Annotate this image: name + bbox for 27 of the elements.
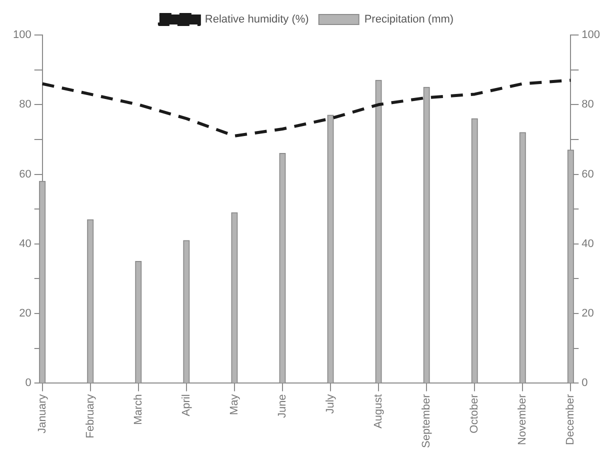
x-tick-label: January [36, 394, 48, 434]
x-tick-label: September [420, 394, 433, 448]
x-tick-label: November [516, 394, 529, 445]
legend-label: Precipitation (mm) [364, 14, 454, 26]
y-tick-label: 100 [12, 29, 32, 42]
y-tick-label: 40 [19, 238, 32, 250]
y2-tick-label: 100 [582, 29, 600, 42]
x-tick-label: March [132, 394, 144, 425]
x-tick-label: December [564, 394, 577, 445]
legend-label: Relative humidity (%) [204, 14, 309, 26]
x-tick-label: June [276, 394, 289, 418]
y-tick-label: 60 [19, 168, 32, 180]
line-series [40, 78, 572, 138]
x-tick-label: May [228, 394, 240, 415]
x-tick-label: October [468, 394, 481, 434]
x-tick-label: August [372, 394, 385, 428]
y2-tick-label: 60 [582, 168, 594, 180]
y-tick-label: 20 [19, 308, 32, 320]
y-tick-label: 80 [19, 98, 32, 111]
y2-tick-label: 40 [582, 238, 594, 250]
x-tick-label: February [84, 394, 96, 438]
x-tick-label: April [180, 394, 192, 416]
y2-tick-label: 20 [582, 308, 594, 320]
y2-tick-label: 80 [582, 98, 594, 111]
y-tick-label: 0 [25, 377, 32, 390]
y2-tick-label: 0 [582, 377, 588, 390]
x-tick-label: July [324, 394, 337, 414]
